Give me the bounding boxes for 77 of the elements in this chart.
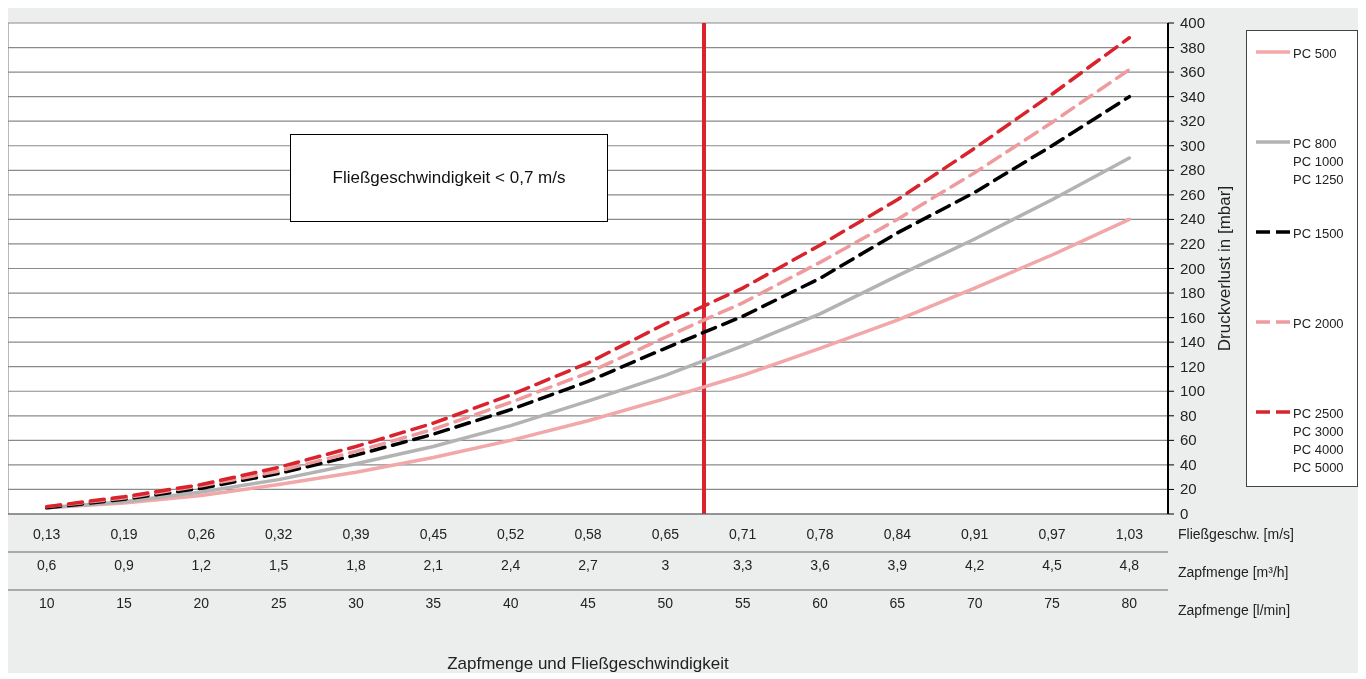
x2-tick-label: 1,2 (191, 556, 212, 573)
text: 0,65 (650, 526, 680, 542)
x2-tick-label: 0,9 (114, 556, 134, 573)
text: 0,26 (186, 526, 216, 542)
text: Fließgeschw. [m/s] (1178, 526, 1294, 542)
legend-label: PC 2000 (1293, 315, 1344, 333)
x-tick-label: 80 (1121, 594, 1138, 611)
x2-tick-label: 3,9 (887, 556, 908, 573)
y-tick-label: 80 (1180, 406, 1197, 424)
text: 0,97 (1037, 526, 1067, 542)
x2-tick-label: 4,2 (964, 556, 985, 573)
text: 0,19 (109, 526, 139, 542)
y-tick-label: 60 (1180, 431, 1197, 449)
y-tick-label: 360 (1180, 63, 1206, 81)
text: 0,91 (960, 526, 990, 542)
y-tick-label: 100 (1180, 382, 1206, 400)
y-tick-label: 200 (1180, 259, 1206, 277)
text: 0,52 (496, 526, 526, 542)
x-tick-label: 50 (657, 594, 674, 611)
x-tick-label: 45 (580, 594, 596, 611)
x2-tick-label: 4,8 (1119, 556, 1140, 573)
y-tick-label: 140 (1180, 333, 1206, 351)
x2-tick-label: 4,5 (1042, 556, 1062, 573)
x-tick-label: 15 (116, 594, 132, 611)
x-tick-label: 40 (502, 594, 519, 611)
y-tick-label: 340 (1180, 87, 1206, 105)
x-axis-title: Zapfmenge und Fließgeschwindigkeit (446, 654, 730, 674)
text: 0,58 (573, 526, 603, 542)
y-tick-label: 0 (1180, 505, 1189, 522)
text: 0,78 (805, 526, 835, 542)
y-tick-label: 380 (1180, 38, 1206, 56)
y-tick-label: 20 (1180, 480, 1197, 498)
text: 1,03 (1114, 526, 1144, 542)
x-tick-label: 65 (889, 594, 906, 611)
text: 0,71 (728, 526, 758, 542)
x-tick-label: 60 (812, 594, 828, 611)
y-tick-label: 320 (1180, 112, 1206, 130)
text: 0,32 (264, 526, 294, 542)
legend-label: PC 800 PC 1000 PC 1250 (1293, 135, 1344, 189)
x2-tick-label: 2,7 (578, 556, 598, 573)
y-tick-label: 120 (1180, 357, 1206, 375)
x2-tick-label: 1,5 (268, 556, 289, 573)
x-tick-label: 55 (734, 594, 751, 611)
x2-tick-label: 3,6 (810, 556, 830, 573)
y-tick-label: 40 (1180, 455, 1197, 473)
x2-tick-label: 1,8 (346, 556, 366, 573)
x2-tick-label: 2,4 (500, 556, 521, 573)
x-tick-label: 35 (425, 594, 442, 611)
y-tick-label: 300 (1180, 136, 1206, 154)
y-tick-label: 280 (1180, 161, 1206, 179)
text: 0,84 (882, 526, 912, 542)
y-tick-label: 220 (1180, 234, 1206, 252)
y-tick-label: 260 (1180, 185, 1206, 203)
x2-tick-label: 3,3 (732, 556, 753, 573)
x2-tick-label: 3 (661, 556, 670, 573)
legend-label: PC 2500 PC 3000 PC 4000 PC 5000 (1293, 405, 1344, 477)
x-tick-label: 20 (193, 594, 210, 611)
x2-axis-title: Zapfmenge [m³/h] (1178, 564, 1289, 580)
y-tick-label: 240 (1180, 210, 1206, 228)
x-tick-label: 70 (966, 594, 983, 611)
y-tick-label: 400 (1180, 14, 1206, 31)
x2-tick-label: 2,1 (423, 556, 444, 573)
y-tick-label: 160 (1180, 308, 1206, 326)
text: Zapfmenge [l/min] (1178, 602, 1291, 618)
x-tick-label: 10 (38, 594, 55, 611)
x-tick-label: 30 (348, 594, 364, 611)
legend-label: PC 1500 (1293, 225, 1344, 243)
legend-label: PC 500 (1293, 45, 1337, 63)
text: 0,39 (341, 526, 371, 542)
x-tick-label: 75 (1044, 594, 1060, 611)
text: 0,45 (418, 526, 448, 542)
note-box: Fließgeschwindigkeit < 0,7 m/s (290, 134, 608, 222)
text: 0,13 (32, 526, 62, 542)
y-axis-title: Druckverlust in [mbar] (1215, 185, 1235, 352)
x2-tick-label: 0,6 (36, 556, 57, 573)
y-tick-label: 180 (1180, 284, 1206, 302)
x-tick-label: 25 (270, 594, 287, 611)
